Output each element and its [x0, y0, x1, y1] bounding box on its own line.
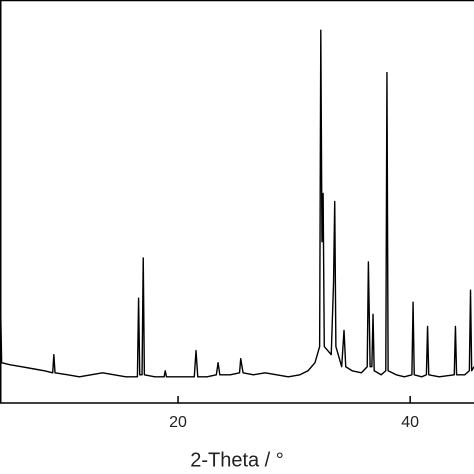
diffraction-line: [0, 29, 474, 378]
x-tick-label: 40: [401, 414, 419, 431]
x-axis-label: 2-Theta / °: [190, 449, 284, 471]
x-tick-label: 20: [169, 414, 187, 431]
